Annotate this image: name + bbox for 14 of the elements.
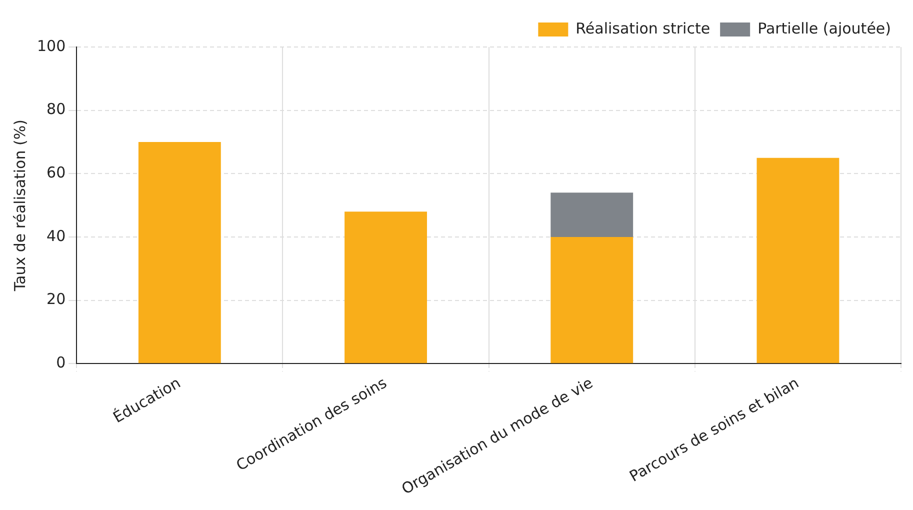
bar: [344, 212, 427, 364]
bar: [138, 142, 221, 364]
y-tick-label: 0: [56, 354, 66, 372]
bar: [550, 236, 634, 364]
y-axis-title: Taux de réalisation (%): [10, 120, 29, 292]
bar: [550, 192, 634, 237]
y-tick-label: 100: [36, 36, 66, 55]
bar: [756, 158, 840, 364]
y-tick-label: 20: [46, 290, 66, 308]
legend-label: Partielle (ajoutée): [758, 19, 892, 38]
y-tick-label: 80: [46, 100, 66, 118]
y-tick-label: 40: [46, 226, 66, 245]
y-tick-label: 60: [46, 164, 66, 182]
legend-label: Réalisation stricte: [576, 19, 710, 38]
